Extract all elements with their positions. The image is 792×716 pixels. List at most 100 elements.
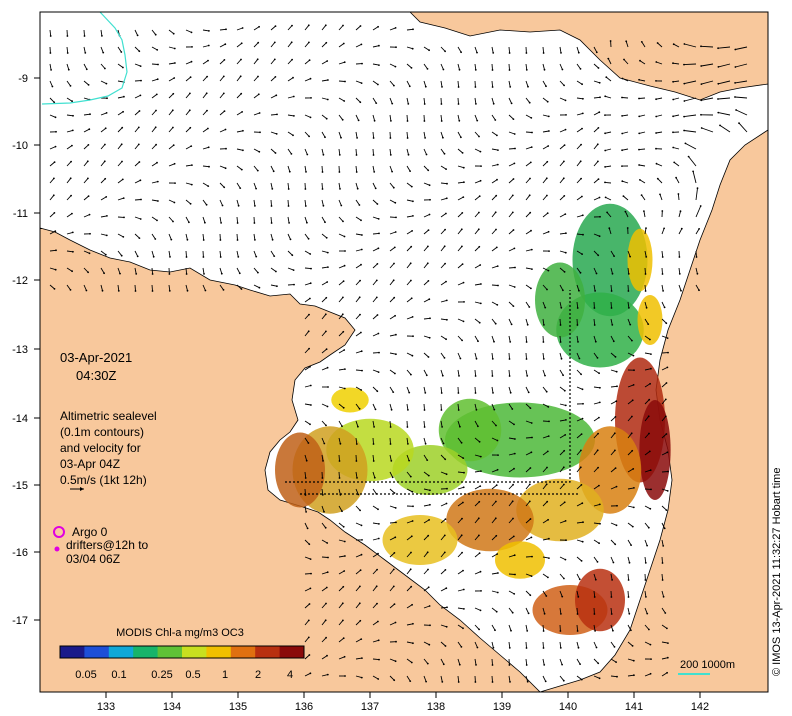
velocity-arrowhead — [342, 24, 344, 27]
velocity-arrow — [491, 131, 498, 136]
velocity-arrowhead — [189, 126, 192, 129]
velocity-arrow — [593, 197, 600, 201]
velocity-arrow — [219, 129, 226, 133]
velocity-arrow — [423, 403, 425, 411]
velocity-arrow — [641, 41, 646, 48]
velocity-arrow — [389, 488, 395, 494]
velocity-arrowhead — [661, 562, 664, 564]
velocity-arrow — [657, 178, 663, 184]
velocity-arrowhead — [614, 467, 617, 469]
velocity-arrowhead — [359, 585, 361, 588]
velocity-arrow — [355, 182, 359, 189]
velocity-arrowhead — [443, 152, 446, 155]
velocity-arrow — [338, 437, 341, 444]
velocity-arrow — [657, 42, 663, 48]
velocity-arrow — [355, 97, 361, 103]
velocity-arrowhead — [324, 619, 327, 622]
velocity-arrow — [692, 171, 697, 184]
velocity-arrowhead — [627, 290, 630, 292]
velocity-arrow — [576, 144, 582, 150]
velocity-arrowhead — [374, 187, 377, 190]
velocity-arrow — [287, 233, 291, 240]
velocity-arrowhead — [206, 109, 208, 112]
velocity-arrowhead — [377, 508, 379, 511]
colorbar-tick-label: 1 — [222, 669, 228, 681]
velocity-arrow — [576, 521, 584, 524]
velocity-arrowhead — [594, 578, 597, 581]
velocity-arrowhead — [392, 568, 395, 571]
velocity-arrow — [389, 505, 396, 509]
velocity-arrowhead — [54, 145, 57, 148]
velocity-arrowhead — [326, 98, 329, 101]
velocity-arrowhead — [410, 67, 413, 69]
velocity-arrowhead — [734, 96, 736, 98]
velocity-arrow — [627, 658, 634, 662]
velocity-arrowhead — [274, 76, 277, 78]
velocity-arrow — [406, 623, 413, 626]
velocity-arrowhead — [172, 220, 174, 223]
velocity-arrow — [695, 205, 702, 218]
velocity-arrow — [491, 335, 495, 342]
velocity-arrowhead — [376, 203, 379, 205]
velocity-arrowhead — [88, 128, 91, 131]
velocity-arrow — [576, 624, 579, 632]
velocity-arrow — [423, 519, 430, 524]
velocity-arrowhead — [717, 82, 720, 85]
velocity-arrow — [270, 42, 276, 48]
velocity-arrowhead — [372, 460, 375, 462]
velocity-arrow — [559, 556, 566, 561]
velocity-arrowhead — [155, 93, 158, 96]
velocity-arrow — [491, 164, 498, 167]
velocity-arrowhead — [476, 646, 479, 649]
velocity-arrowhead — [628, 612, 631, 615]
velocity-arrowhead — [429, 489, 431, 492]
velocity-arrowhead — [360, 524, 363, 527]
velocity-arrowhead — [496, 439, 499, 442]
velocity-arrow — [355, 505, 361, 511]
velocity-arrow — [83, 29, 85, 37]
velocity-arrow — [593, 386, 600, 389]
velocity-arrow — [66, 80, 71, 87]
velocity-arrow — [287, 96, 294, 99]
velocity-arrowhead — [274, 25, 277, 27]
velocity-arrow — [134, 161, 140, 167]
velocity-arrowhead — [355, 460, 358, 462]
velocity-arrowhead — [190, 31, 193, 34]
velocity-arrow — [627, 318, 631, 325]
velocity-arrowhead — [547, 145, 550, 147]
velocity-arrow — [117, 267, 121, 274]
velocity-arrowhead — [156, 219, 158, 222]
velocity-arrowhead — [344, 250, 346, 252]
velocity-arrowhead — [188, 221, 190, 224]
velocity-arrowhead — [445, 168, 447, 171]
colorbar-segment — [108, 646, 134, 658]
velocity-arrowhead — [168, 290, 171, 292]
velocity-arrowhead — [395, 521, 397, 524]
velocity-arrow — [440, 369, 444, 376]
velocity-arrow — [355, 297, 361, 303]
velocity-arrow — [491, 607, 497, 613]
velocity-arrowhead — [564, 213, 567, 216]
velocity-arrowhead — [579, 466, 582, 469]
velocity-arrowhead — [462, 569, 464, 572]
velocity-arrow — [656, 61, 663, 65]
velocity-arrowhead — [394, 660, 397, 663]
velocity-arrow — [304, 282, 311, 286]
velocity-arrowhead — [240, 168, 243, 171]
velocity-arrowhead — [242, 149, 244, 152]
velocity-arrowhead — [139, 65, 142, 67]
velocity-arrow — [185, 199, 191, 205]
velocity-arrow — [304, 420, 311, 425]
velocity-arrowhead — [307, 619, 310, 622]
velocity-arrowhead — [513, 162, 516, 165]
velocity-arrowhead — [105, 82, 108, 85]
velocity-arrowhead — [611, 272, 614, 275]
velocity-arrowhead — [491, 358, 494, 360]
velocity-arrowhead — [526, 680, 529, 683]
velocity-arrow — [525, 658, 528, 666]
velocity-arrowhead — [325, 296, 328, 299]
velocity-arrow — [508, 624, 512, 631]
velocity-arrow — [66, 284, 71, 291]
velocity-arrow — [610, 385, 618, 388]
